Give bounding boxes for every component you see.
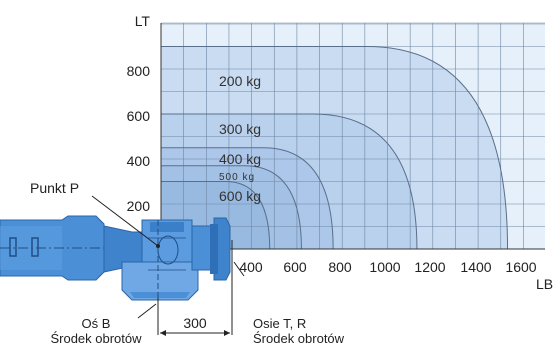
limit-curves [161, 46, 509, 250]
axis-b-leader [137, 303, 157, 319]
axis-b-sublabel: Środek obrotów [50, 331, 142, 346]
axis-tr-leader [233, 261, 245, 277]
y-axis-label: LT [135, 13, 151, 29]
x-tick-label: 1000 [369, 259, 400, 275]
x-axis-label: LB [536, 276, 553, 292]
x-tick-label: 400 [239, 259, 263, 275]
y-tick-label: 600 [127, 108, 151, 124]
y-tick-label: 800 [127, 63, 151, 79]
axis-tr-label: Osie T, R [253, 316, 306, 331]
zone-label: 500 kg [219, 172, 255, 183]
x-tick-label: 1200 [414, 259, 445, 275]
point-p-leader [91, 195, 159, 247]
point-p-label: Punkt P [30, 180, 79, 196]
x-tick-label: 1600 [505, 259, 536, 275]
limit-curve [161, 113, 418, 250]
axis-tr-sublabel: Środek obrotów [253, 331, 345, 346]
zone-label: 300 kg [219, 121, 261, 137]
zone-label: 400 kg [219, 151, 261, 167]
limit-curve [161, 147, 334, 250]
y-tick-label: 200 [127, 198, 151, 214]
axis-b-label: Oś B [82, 316, 111, 331]
x-tick-label: 800 [328, 259, 352, 275]
x-tick-label: 600 [283, 259, 307, 275]
x-tick-label: 1400 [460, 259, 491, 275]
point-p-marker [156, 244, 160, 248]
y-tick-label: 400 [127, 153, 151, 169]
robot-wrist-illustration [0, 215, 231, 310]
zone-label: 200 kg [219, 73, 261, 89]
zone-label: 600 kg [219, 188, 261, 204]
limit-curve [161, 46, 509, 250]
dimension-value: 300 [183, 315, 207, 331]
limit-curve [161, 165, 302, 250]
limit-curve [161, 181, 271, 250]
